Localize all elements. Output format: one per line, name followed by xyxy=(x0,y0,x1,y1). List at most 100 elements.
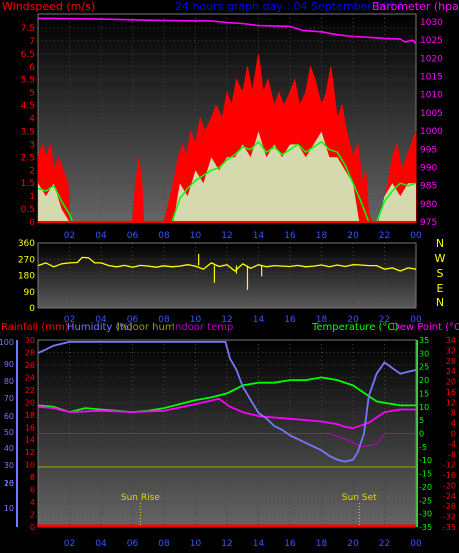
windspeed-ticks: 0 0.5 1 1.5 2 2.5 3 3.5 4 4.5 5 5.5 6 6.5 7 7.5 xyxy=(21,24,36,228)
x-tick-label: 02 xyxy=(64,539,75,549)
temperature-tick-label: 20 xyxy=(419,376,429,385)
rainfall-tick-label: 0 xyxy=(30,523,35,532)
windspeed-tick-label: 1.5 xyxy=(21,179,35,189)
wind-direction-line xyxy=(37,256,417,272)
x-tick-label: 04 xyxy=(95,231,107,241)
x-tick-label: 20 xyxy=(347,539,359,549)
compass-label: W xyxy=(435,252,446,265)
direction-degree-ticks: 360 270 180 90 0 xyxy=(18,239,35,314)
sun-marker-label: Sun Rise xyxy=(121,493,160,503)
temperature-tick-label: 25 xyxy=(419,363,429,372)
x-tick-label: 10 xyxy=(190,231,202,241)
humidity-tick-label: 50 xyxy=(4,428,14,437)
x-tick-label: 02 xyxy=(64,231,75,241)
dew-point-tick-label: 4 xyxy=(451,419,456,428)
wind-speed-area xyxy=(38,131,416,222)
dew-point-tick-label: -28 xyxy=(443,502,456,511)
x-tick-label: 22 xyxy=(379,231,390,241)
humidity-tick-label: 40 xyxy=(4,444,14,453)
humidity-tick-label: 10 xyxy=(4,504,14,513)
direction-tick-label: 270 xyxy=(18,255,35,265)
dew-point-tick-label: 32 xyxy=(446,346,456,355)
temperature-panel: Sun Rise Sun Set 10162030405060708090100 … xyxy=(0,322,459,549)
barometer-ticks: 975 980 985 990 995 1000 1005 1010 1015 1020 1025 1… xyxy=(420,18,443,228)
x-tick-label: 06 xyxy=(127,231,139,241)
humidity-tick-label: 100 xyxy=(0,338,14,347)
x-tick-label: 20 xyxy=(347,231,359,241)
x-tick-label: 16 xyxy=(284,539,296,549)
rainfall-tick-label: 2 xyxy=(30,511,35,520)
barometer-tick-label: 1000 xyxy=(420,127,443,137)
temperature-tick-label: -30 xyxy=(419,510,432,519)
windspeed-tick-label: 4 xyxy=(29,115,35,125)
barometer-tick-label: 980 xyxy=(420,200,437,210)
sun-annotations: Sun Rise Sun Set xyxy=(121,493,377,527)
windspeed-tick-label: 5 xyxy=(29,89,35,99)
windspeed-tick-label: 1 xyxy=(29,192,35,202)
rainfall-tick-label: 8 xyxy=(30,473,35,482)
temperature-tick-label: -10 xyxy=(419,456,432,465)
wind-series xyxy=(37,17,417,223)
legend-rainfall: Rainfall (mm) xyxy=(1,322,69,333)
temperature-tick-label: 0 xyxy=(419,430,424,439)
rainfall-tick-label: 16 xyxy=(25,423,35,432)
dew-point-tick-label: 34 xyxy=(446,336,456,345)
direction-tick-label: 90 xyxy=(24,288,36,298)
rainfall-tick-label: 12 xyxy=(25,448,35,457)
temperature-ticks: -35 -30 -25 -20 -15 -10 -5 0 5 10 15 20 25 30 35 xyxy=(419,336,432,532)
barometer-tick-label: 1010 xyxy=(420,91,443,101)
x-tick-label: 14 xyxy=(253,539,265,549)
windspeed-axis-title: Windspeed (m/s) xyxy=(2,0,95,13)
rainfall-tick-label: 28 xyxy=(25,348,35,357)
compass-label: E xyxy=(437,282,444,295)
x-tick-label: 02 xyxy=(64,315,75,325)
direction-tick-label: 180 xyxy=(18,272,35,282)
x-tick-label: 00 xyxy=(410,539,422,549)
dew-point-tick-label: -16 xyxy=(443,471,456,480)
x-tick-label: 14 xyxy=(253,231,265,241)
humidity-tick-label: 80 xyxy=(4,377,14,386)
direction-plot-frame xyxy=(37,242,417,309)
compass-label: N xyxy=(436,237,444,250)
humidity-tick-label: 16 xyxy=(4,479,14,488)
direction-tick-label: 0 xyxy=(29,304,35,314)
direction-series xyxy=(37,253,417,290)
dew-point-tick-label: -4 xyxy=(448,440,456,449)
wind-x-ticks: 02 04 06 08 10 12 14 16 18 20 22 00 xyxy=(64,231,422,241)
barometer-tick-label: 1025 xyxy=(420,36,443,46)
x-tick-label: 18 xyxy=(316,231,328,241)
dew-point-tick-label: -32 xyxy=(443,513,456,522)
compass-label: S xyxy=(437,267,444,280)
x-tick-label: 16 xyxy=(284,315,296,325)
legend-indoor-temp: Indoor temp xyxy=(172,322,233,333)
humidity-tick-label: 90 xyxy=(4,360,14,369)
dew-point-tick-label: 24 xyxy=(446,367,456,376)
dew-point-tick-label: 20 xyxy=(446,378,456,387)
humidity-line xyxy=(37,340,417,463)
sun-marker-label: Sun Set xyxy=(342,493,377,503)
rainfall-tick-label: 4 xyxy=(30,498,35,507)
windspeed-tick-label: 6.5 xyxy=(21,50,35,60)
x-tick-label: 12 xyxy=(221,315,232,325)
windspeed-tick-label: 0 xyxy=(29,218,35,228)
windspeed-tick-label: 5.5 xyxy=(21,76,35,86)
legend-humidity: Humidity (%) xyxy=(67,322,133,333)
temperature-tick-label: -35 xyxy=(419,523,432,532)
barometer-tick-label: 1020 xyxy=(420,54,443,64)
barometer-axis-title: Barometer (hpa) xyxy=(372,0,459,13)
dew-point-tick-label: 0 xyxy=(451,430,456,439)
windspeed-tick-label: 2 xyxy=(29,166,35,176)
x-tick-label: 10 xyxy=(190,315,202,325)
windspeed-tick-label: 3 xyxy=(29,140,35,150)
x-tick-label: 18 xyxy=(316,539,328,549)
barometer-tick-label: 975 xyxy=(420,218,437,228)
dew-point-tick-label: 28 xyxy=(446,357,456,366)
windspeed-tick-label: 6 xyxy=(29,63,35,73)
rainfall-tick-label: 18 xyxy=(25,411,35,420)
temperature-tick-label: 35 xyxy=(419,336,429,345)
